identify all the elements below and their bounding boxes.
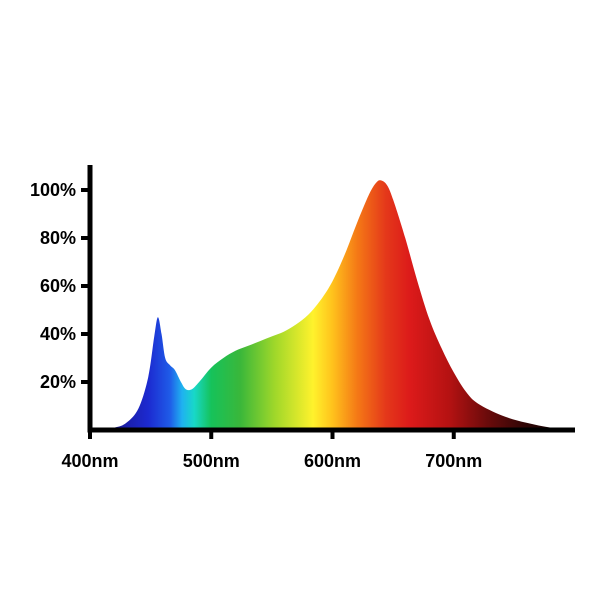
x-tick-label: 400nm — [61, 451, 118, 471]
x-tick-label: 500nm — [183, 451, 240, 471]
y-axis: 20% 40% 60% 80% 100% — [30, 165, 93, 432]
y-tick-label: 100% — [30, 180, 76, 200]
x-tick-label: 600nm — [304, 451, 361, 471]
y-tick-label: 80% — [40, 228, 76, 248]
x-axis: 400nm 500nm 600nm 700nm — [61, 427, 575, 471]
x-tick-label: 700nm — [425, 451, 482, 471]
y-tick-label: 20% — [40, 372, 76, 392]
y-tick-label: 40% — [40, 324, 76, 344]
y-tick-label: 60% — [40, 276, 76, 296]
spectrum-area — [90, 180, 575, 430]
